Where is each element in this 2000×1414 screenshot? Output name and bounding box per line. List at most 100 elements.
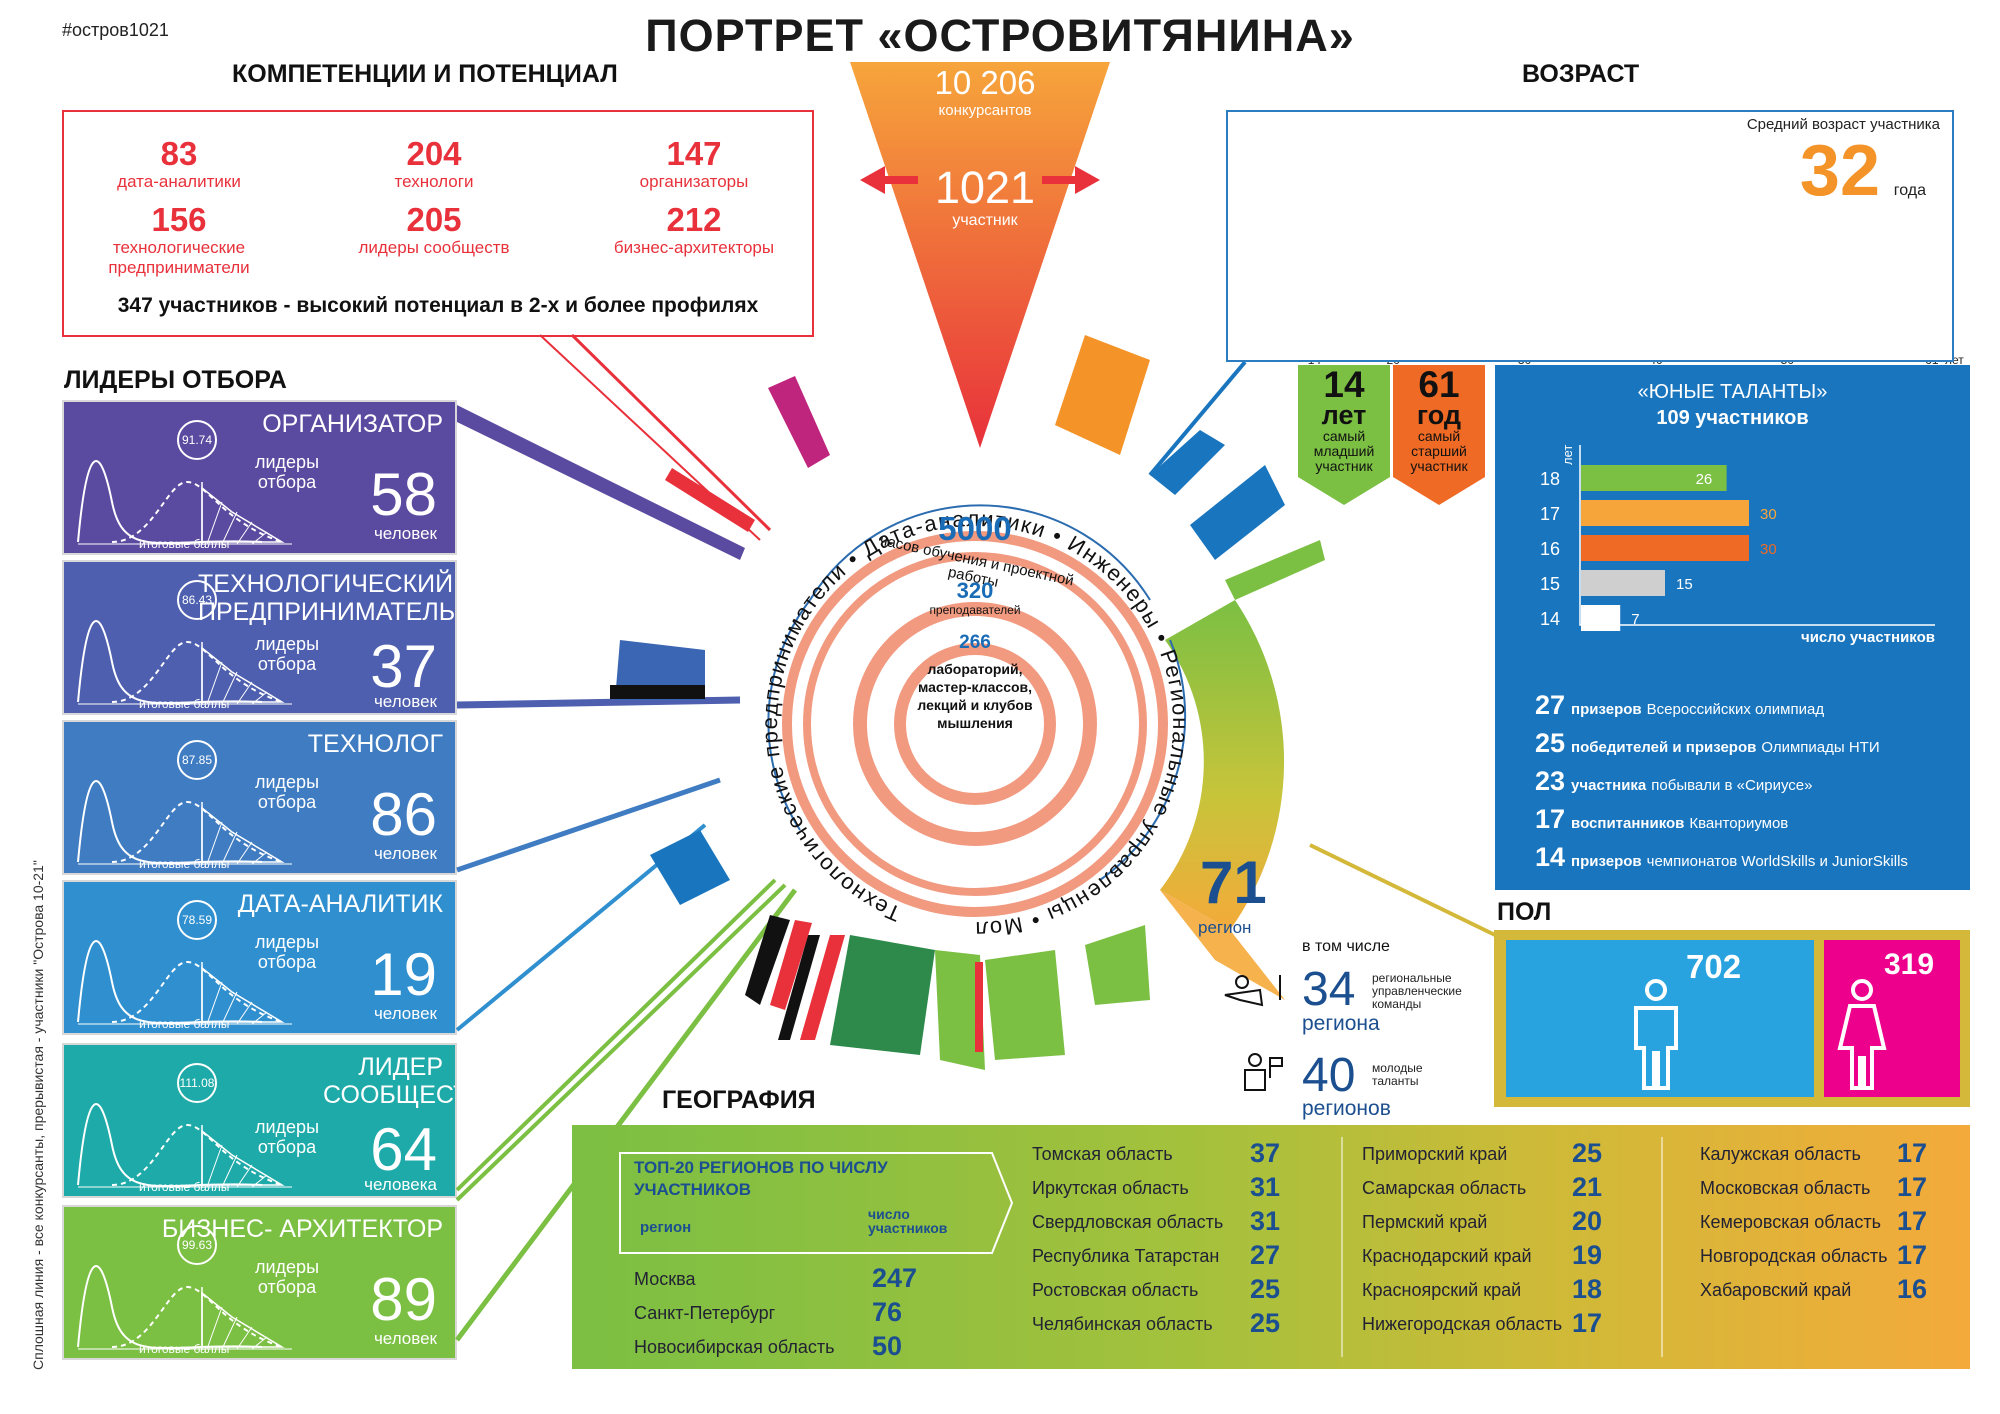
region-name: Пермский край [1362, 1212, 1488, 1232]
distribution-graph [77, 460, 292, 545]
comp-num: 83 [160, 135, 198, 172]
stat-num: 17 [1535, 804, 1566, 834]
stat-rest: Олимпиады НТИ [1761, 739, 1880, 756]
region-count: 16 [1897, 1274, 1928, 1304]
stat-rest: чемпионатов WorldSkills и JuniorSkills [1646, 853, 1908, 870]
region-name: Санкт-Петербург [634, 1303, 776, 1323]
region-count: 25 [1250, 1308, 1281, 1338]
youth-stat-row: 27 призеров Всероссийских олимпиад [1535, 690, 1824, 721]
youngest-num: 14 [1323, 364, 1365, 405]
youth-category-label: 18 [1540, 469, 1560, 489]
youth-category-label: 14 [1540, 609, 1560, 629]
region-count: 247 [872, 1263, 918, 1293]
leader-unit: человек [373, 1004, 437, 1023]
gender-box: 702 319 [1494, 930, 1970, 1107]
axis-label: итоговые баллы [139, 697, 230, 711]
teams-num: 34 [1302, 963, 1356, 1016]
leader-title: ДАТА-АНАЛИТИК [237, 890, 443, 918]
talents-unit: регионов [1302, 1097, 1391, 1120]
comp-label: технологи [394, 172, 474, 191]
youth-bar-value: 7 [1631, 611, 1639, 628]
region-count: 18 [1572, 1274, 1603, 1304]
concentric-rings [782, 531, 1168, 917]
youth-category-label: 16 [1540, 539, 1560, 559]
teams-label: региональные управленческие команды [1372, 971, 1462, 1011]
age-connector [1148, 360, 1247, 477]
contestants-count: 10 206 [934, 64, 1036, 101]
leader-count: 89 [370, 1266, 437, 1333]
male-count: 702 [1686, 948, 1742, 985]
contestants-label: конкурсантов [938, 102, 1032, 119]
region-name: Москва [634, 1269, 696, 1289]
youth-stat-row: 25 победителей и призеров Олимпиады НТИ [1535, 728, 1880, 759]
labs-label: лабораторий, мастер-классов, лекций и кл… [917, 661, 1033, 731]
region-name: Челябинская область [1032, 1314, 1213, 1334]
distribution-graph [77, 1103, 292, 1188]
talents-label: молодые таланты [1372, 1061, 1423, 1088]
score-badge: 99.63 [177, 1225, 217, 1265]
comp-item: 212 бизнес-архитекторы [594, 202, 794, 258]
competencies-summary: 347 участников - высокий потенциал в 2-х… [117, 294, 759, 317]
stat-bold: призеров [1571, 701, 1642, 718]
score-badge: 78.59 [177, 900, 217, 940]
region-name: Томская область [1032, 1144, 1173, 1164]
radial-segments [610, 335, 1325, 1070]
youth-bar [1581, 500, 1749, 526]
stat-rest: Всероссийских олимпиад [1646, 701, 1825, 718]
comp-label: дата-аналитики [117, 172, 241, 191]
youth-bar-value: 30 [1760, 541, 1777, 558]
region-count: 27 [1250, 1240, 1281, 1270]
stat-bold: воспитанников [1571, 815, 1685, 832]
col-count: число участников [868, 1206, 948, 1236]
youngest-unit: лет [1321, 400, 1367, 430]
ring-arrows [767, 504, 1187, 881]
youth-bar [1581, 605, 1621, 631]
teams-unit: региона [1302, 1012, 1380, 1035]
leader-count: 86 [370, 781, 437, 848]
axis-label: итоговые баллы [139, 537, 230, 551]
region-count: 17 [1897, 1172, 1928, 1202]
region-name: Ростовская область [1032, 1280, 1199, 1300]
score-badge: 111.08 [177, 1063, 217, 1103]
oldest-label: самый старший участник [1410, 428, 1468, 474]
leader-card: 87.85 ТЕХНОЛОГ лидеры отбора 86 человек итого… [62, 720, 457, 875]
region-count: 17 [1897, 1206, 1928, 1236]
comp-num: 156 [151, 201, 207, 238]
comp-label: технологические предприниматели [108, 238, 250, 277]
female-panel: 319 [1824, 940, 1960, 1097]
leader-card: 86.43 ТЕХНОЛОГИЧЕСКИЙ ПРЕДПРИНИМАТЕЛЬ лиде… [62, 560, 457, 715]
region-name: Республика Татарстан [1032, 1246, 1220, 1266]
region-name: Кемеровская область [1700, 1212, 1881, 1232]
region-name: Новгородская область [1700, 1246, 1888, 1266]
youth-bar [1581, 535, 1749, 561]
comp-item: 83 дата-аналитики [94, 136, 264, 192]
region-count: 17 [1897, 1240, 1928, 1270]
leaders-label: лидеры отбора [254, 1257, 320, 1297]
region-count: 76 [872, 1297, 903, 1327]
page-title: ПОРТРЕТ «ОСТРОВИТЯНИНА» [645, 10, 1355, 61]
youth-axes [1579, 445, 1935, 626]
team-icon [1224, 975, 1281, 1007]
youth-y-label: лет [1560, 445, 1575, 465]
leader-title: ТЕХНОЛОГИЧЕСКИЙ ПРЕДПРИНИМАТЕЛЬ [198, 570, 456, 626]
region-name: Нижегородская область [1362, 1314, 1563, 1334]
axis-label: итоговые баллы [139, 857, 230, 871]
youth-bar [1581, 465, 1727, 491]
leaders-label: лидеры отбора [254, 932, 320, 972]
hashtag: #остров1021 [62, 20, 169, 40]
region-count: 19 [1572, 1240, 1603, 1270]
col-region: регион [640, 1219, 692, 1236]
stat-bold: призеров [1571, 853, 1642, 870]
comp-num: 205 [406, 201, 462, 238]
region-name: Приморский край [1362, 1144, 1508, 1164]
stat-rest: Кванториумов [1689, 815, 1789, 832]
youth-talents-box: «ЮНЫЕ ТАЛАНТЫ» 109 участников лет число у… [1495, 365, 1970, 890]
leader-count: 19 [370, 941, 437, 1008]
geography-box: ТОП-20 РЕГИОНОВ ПО ЧИСЛУ УЧАСТНИКОВ реги… [572, 1125, 1970, 1369]
youth-bar-value: 30 [1760, 506, 1777, 523]
hours-value: 5000 [938, 510, 1012, 547]
leader-card: 91.74 ОРГАНИЗАТОР лидеры отбора 58 человек ит… [62, 400, 457, 555]
comp-item: 147 организаторы [594, 136, 794, 192]
gender-title: ПОЛ [1497, 898, 1552, 926]
participants-label: участник [952, 212, 1018, 229]
